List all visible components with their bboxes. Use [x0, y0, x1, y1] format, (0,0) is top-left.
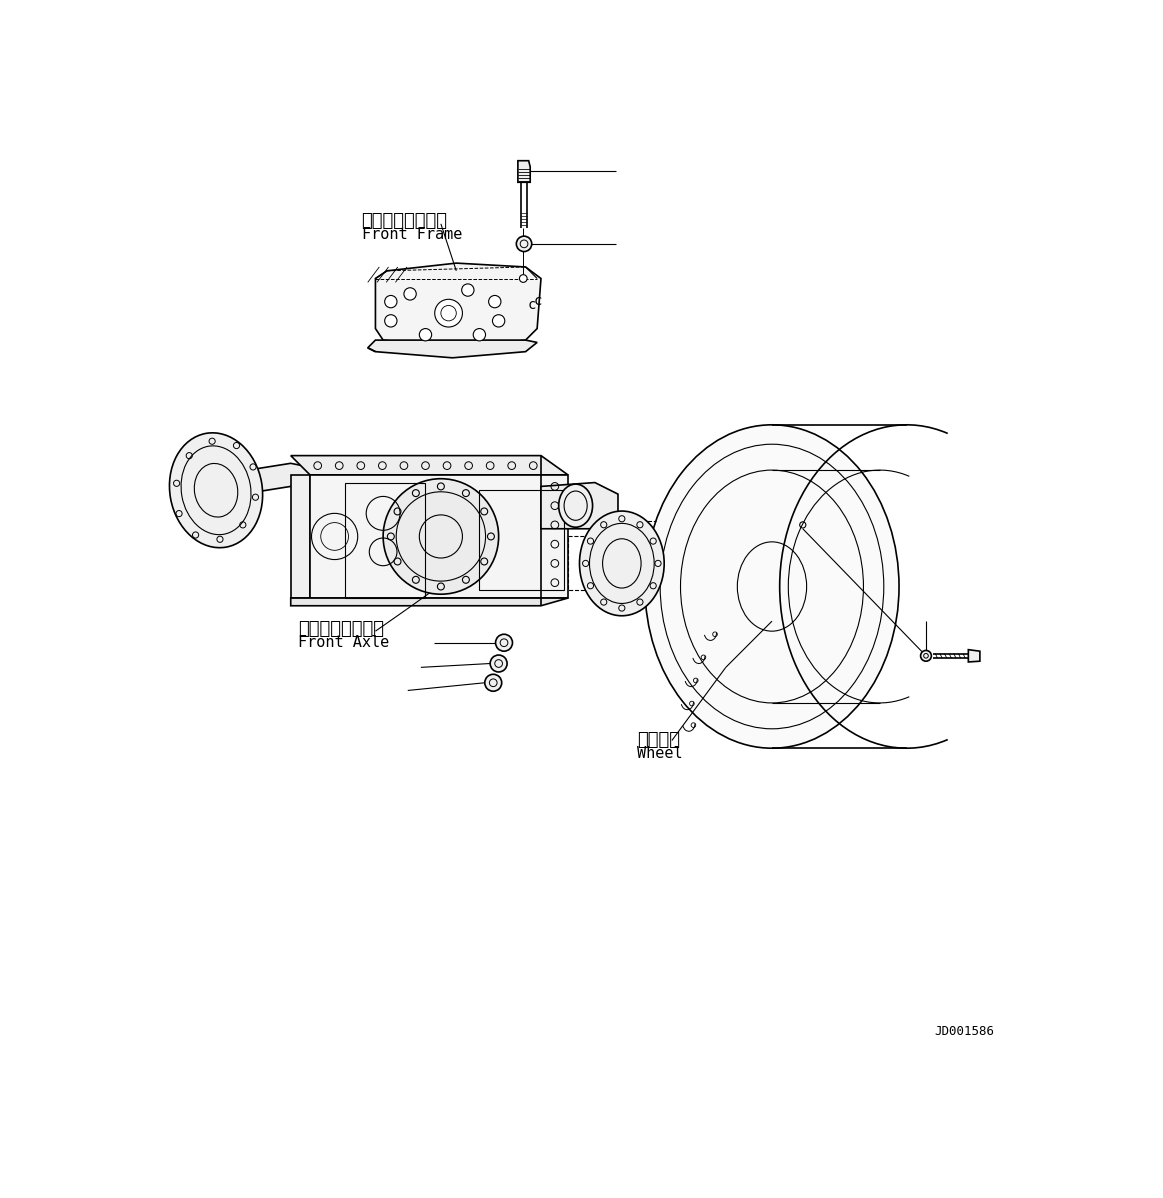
Text: Front Axle: Front Axle [299, 635, 390, 651]
Circle shape [492, 315, 505, 327]
Circle shape [383, 479, 499, 594]
Circle shape [516, 236, 531, 252]
Polygon shape [368, 340, 537, 358]
Text: Wheel: Wheel [637, 746, 683, 761]
Circle shape [488, 296, 501, 308]
Ellipse shape [170, 432, 263, 547]
Polygon shape [969, 649, 980, 662]
Text: ホイール: ホイール [637, 731, 680, 749]
Circle shape [473, 328, 485, 341]
Polygon shape [291, 455, 568, 474]
Ellipse shape [645, 425, 899, 749]
Circle shape [520, 274, 527, 283]
Text: c: c [534, 294, 542, 308]
Polygon shape [291, 598, 568, 606]
Circle shape [490, 655, 507, 672]
Text: フロントアクスル: フロントアクスル [299, 619, 385, 637]
Polygon shape [311, 474, 568, 598]
Circle shape [495, 634, 513, 652]
Text: JD001586: JD001586 [935, 1025, 994, 1039]
Text: フロントフレーム: フロントフレーム [362, 212, 448, 230]
Circle shape [921, 651, 932, 661]
Circle shape [485, 674, 501, 691]
Text: Front Frame: Front Frame [362, 226, 462, 242]
Polygon shape [541, 483, 618, 528]
Ellipse shape [579, 512, 664, 616]
Ellipse shape [558, 484, 593, 527]
Circle shape [462, 284, 475, 296]
Circle shape [385, 315, 397, 327]
Circle shape [385, 296, 397, 308]
Circle shape [420, 328, 431, 341]
Circle shape [404, 288, 416, 300]
Polygon shape [291, 474, 311, 598]
Polygon shape [376, 264, 541, 347]
Polygon shape [242, 464, 311, 494]
Polygon shape [518, 161, 530, 182]
Circle shape [435, 300, 463, 327]
Text: c: c [528, 298, 536, 311]
